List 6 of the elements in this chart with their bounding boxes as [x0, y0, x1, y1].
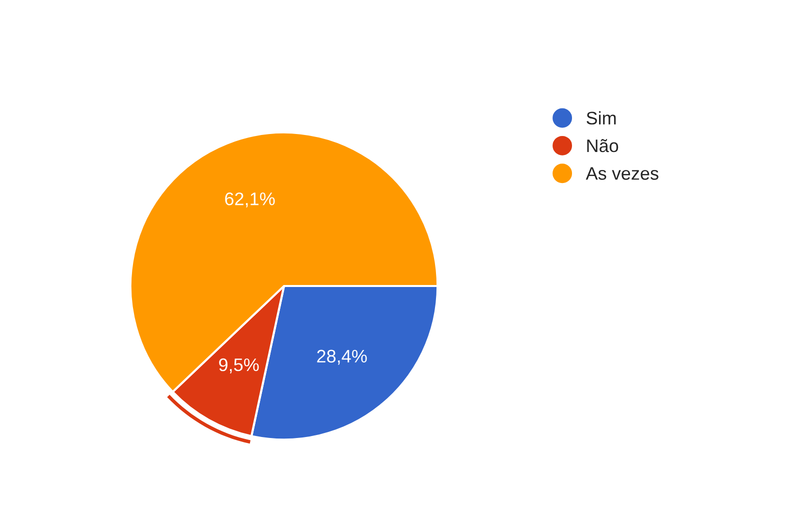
data-label: 28,4% — [317, 350, 367, 365]
legend-label: As vezes — [586, 167, 658, 180]
legend-label: Sim — [586, 111, 616, 125]
legend-label: Não — [587, 139, 618, 152]
data-label: 9,5% — [219, 358, 259, 374]
data-label: 62,1% — [225, 192, 275, 208]
